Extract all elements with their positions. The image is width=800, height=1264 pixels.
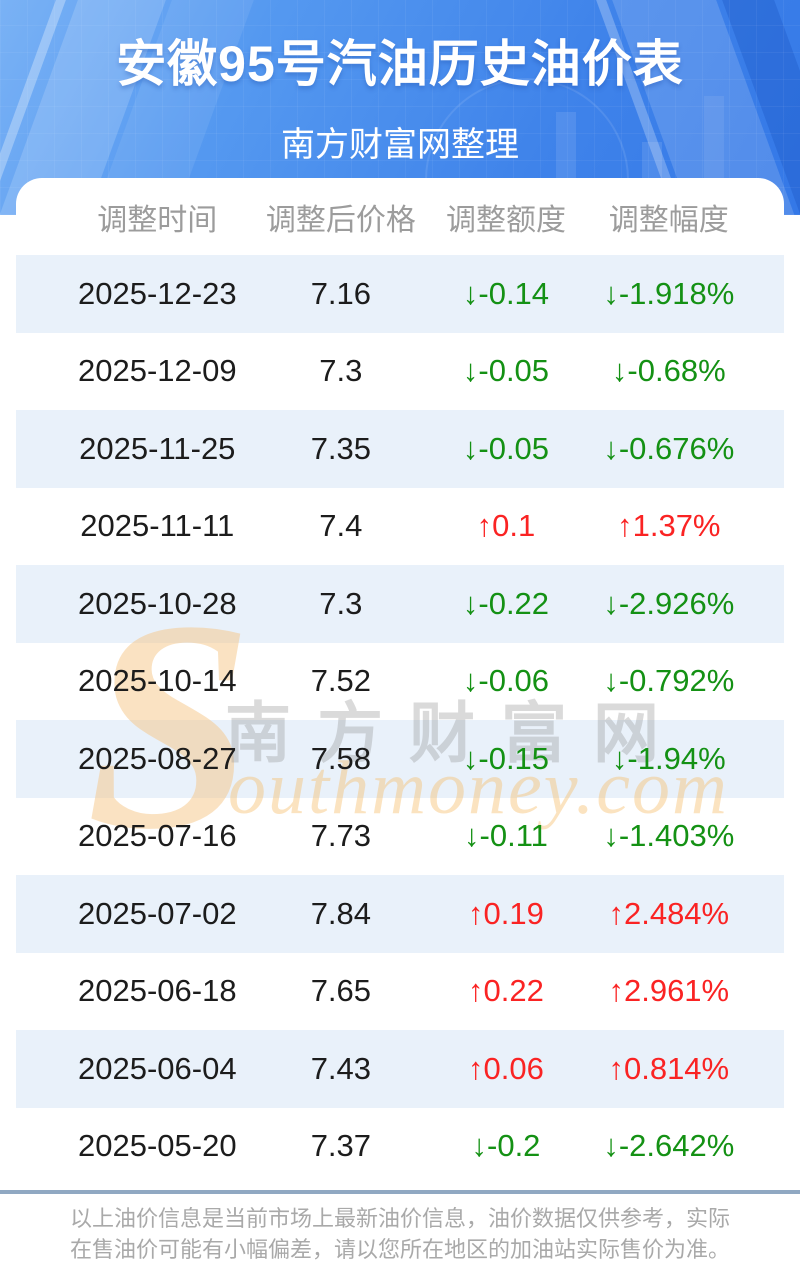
cell-price: 7.58 [310, 740, 372, 776]
cell-amount: ↓-0.05 [462, 430, 550, 466]
table-row: 2025-06-04 7.43 ↑0.06 ↑0.814% [16, 1030, 784, 1108]
cell-price: 7.52 [310, 663, 372, 699]
column-header-adjust-amount: 调整额度 [445, 203, 566, 237]
column-header-adjusted-price: 调整后价格 [265, 203, 416, 237]
page-subtitle: 南方财富网整理 [281, 126, 519, 164]
cell-price: 7.3 [319, 585, 363, 621]
table-row: 2025-10-28 7.3 ↓-0.22 ↓-2.926% [16, 565, 784, 643]
cell-amount: ↓-0.2 [471, 1128, 541, 1164]
cell-date: 2025-06-18 [78, 973, 237, 1009]
table-row: 2025-11-11 7.4 ↑0.1 ↑1.37% [16, 488, 784, 566]
table-row: 2025-12-23 7.16 ↓-0.14 ↓-1.918% [16, 255, 784, 333]
cell-price: 7.16 [310, 275, 372, 311]
cell-price: 7.3 [319, 353, 363, 389]
column-header-adjust-time: 调整时间 [97, 203, 218, 237]
cell-range: ↑2.484% [608, 895, 730, 931]
table-row: 2025-12-09 7.3 ↓-0.05 ↓-0.68% [16, 333, 784, 411]
cell-date: 2025-11-11 [80, 508, 235, 544]
cell-range: ↓-1.94% [611, 740, 726, 776]
table-row: 2025-07-02 7.84 ↑0.19 ↑2.484% [16, 875, 784, 953]
cell-amount: ↓-0.22 [462, 585, 550, 621]
cell-range: ↓-1.403% [603, 818, 735, 854]
cell-date: 2025-10-28 [78, 585, 237, 621]
cell-price: 7.73 [310, 818, 372, 854]
table-row: 2025-11-25 7.35 ↓-0.05 ↓-0.676% [16, 410, 784, 488]
price-table-card: 调整时间 调整后价格 调整额度 调整幅度 2025-12-23 7.16 ↓-0… [16, 178, 784, 1185]
cell-amount: ↓-0.14 [462, 275, 550, 311]
table-row: 2025-08-27 7.58 ↓-0.15 ↓-1.94% [16, 720, 784, 798]
cell-price: 7.84 [310, 895, 372, 931]
footer-disclaimer-line1: 以上油价信息是当前市场上最新油价信息，油价数据仅供参考，实际 [69, 1206, 730, 1231]
footer-divider [0, 1190, 800, 1194]
column-header-adjust-range: 调整幅度 [608, 203, 729, 237]
table-row: 2025-05-20 7.37 ↓-0.2 ↓-2.642% [16, 1108, 784, 1186]
cell-range: ↓-0.792% [603, 663, 735, 699]
cell-amount: ↓-0.05 [462, 353, 550, 389]
cell-date: 2025-12-23 [78, 275, 237, 311]
page-title: 安徽95号汽油历史油价表 [116, 36, 684, 92]
table-row: 2025-10-14 7.52 ↓-0.06 ↓-0.792% [16, 643, 784, 721]
cell-range: ↑0.814% [608, 1050, 730, 1086]
cell-date: 2025-11-25 [79, 430, 236, 466]
cell-amount: ↑0.1 [476, 508, 536, 544]
footer-disclaimer-line2: 在售油价可能有小幅偏差，请以您所在地区的加油站实际售价为准。 [69, 1237, 730, 1262]
footer-disclaimer: 以上油价信息是当前市场上最新油价信息，油价数据仅供参考，实际 在售油价可能有小幅… [0, 1194, 800, 1264]
table-row: 2025-06-18 7.65 ↑0.22 ↑2.961% [16, 953, 784, 1031]
cell-date: 2025-06-04 [78, 1050, 237, 1086]
cell-amount: ↑0.06 [468, 1050, 544, 1086]
cell-date: 2025-05-20 [78, 1128, 237, 1164]
cell-amount: ↓-0.06 [462, 663, 550, 699]
table-header-row: 调整时间 调整后价格 调整额度 调整幅度 [16, 178, 784, 255]
cell-price: 7.37 [310, 1128, 372, 1164]
cell-price: 7.35 [310, 430, 372, 466]
cell-date: 2025-07-02 [78, 895, 237, 931]
cell-range: ↑2.961% [608, 973, 730, 1009]
cell-amount: ↓-0.15 [462, 740, 550, 776]
cell-price: 7.65 [310, 973, 372, 1009]
cell-range: ↓-1.918% [603, 275, 735, 311]
cell-range: ↓-2.642% [603, 1128, 735, 1164]
cell-range: ↓-0.676% [603, 430, 735, 466]
cell-price: 7.43 [310, 1050, 372, 1086]
cell-date: 2025-07-16 [78, 818, 237, 854]
cell-range: ↓-2.926% [603, 585, 735, 621]
table-body: 2025-12-23 7.16 ↓-0.14 ↓-1.918% 2025-12-… [16, 255, 784, 1185]
cell-date: 2025-12-09 [78, 353, 237, 389]
cell-range: ↓-0.68% [611, 353, 726, 389]
cell-amount: ↑0.22 [468, 973, 544, 1009]
cell-range: ↑1.37% [617, 508, 721, 544]
cell-date: 2025-10-14 [78, 663, 237, 699]
cell-price: 7.4 [319, 508, 363, 544]
cell-amount: ↑0.19 [468, 895, 544, 931]
page-header: 安徽95号汽油历史油价表 南方财富网整理 [0, 0, 800, 215]
table-row: 2025-07-16 7.73 ↓-0.11 ↓-1.403% [16, 798, 784, 876]
cell-amount: ↓-0.11 [464, 818, 548, 854]
cell-date: 2025-08-27 [78, 740, 237, 776]
